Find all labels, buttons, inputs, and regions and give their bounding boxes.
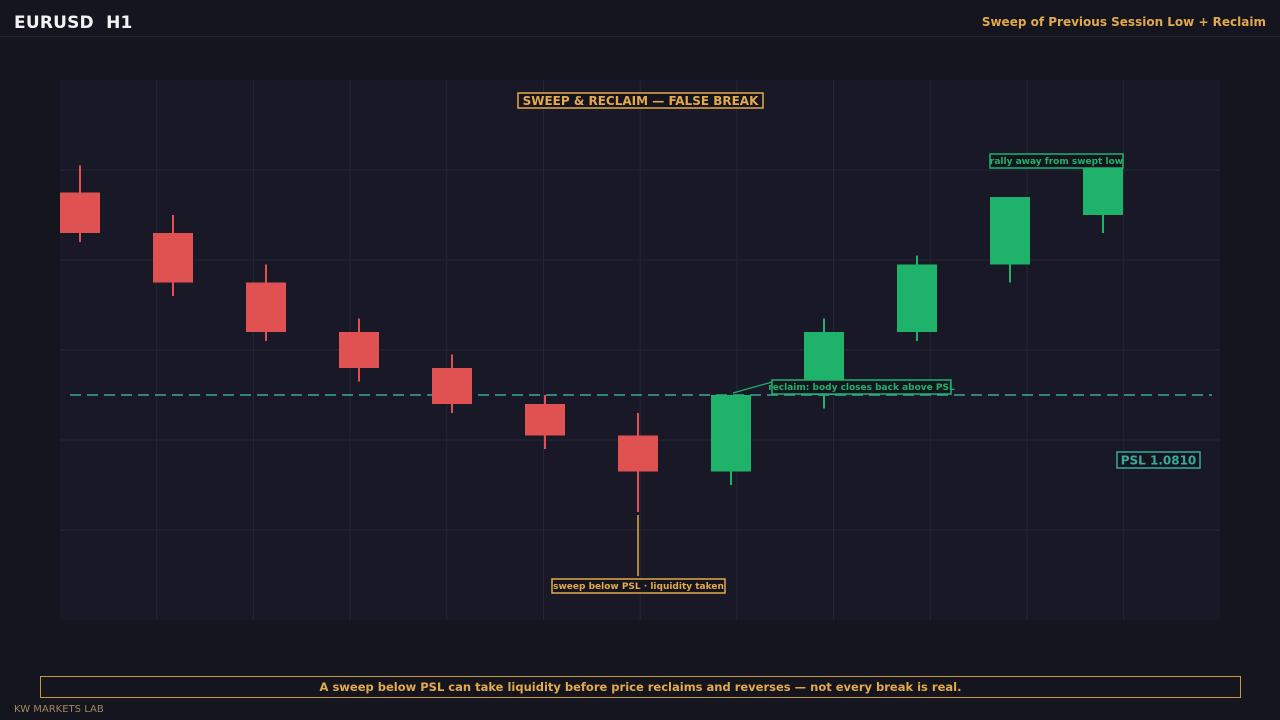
candle-body <box>153 233 193 283</box>
rally-annotation: rally away from swept low <box>990 157 1123 167</box>
candle-body <box>897 264 937 332</box>
candle-body <box>1083 161 1123 215</box>
reclaim-annotation-box <box>771 379 952 395</box>
candle-body <box>990 197 1030 265</box>
footer-note-text: A sweep below PSL can take liquidity bef… <box>319 680 962 694</box>
candle-body <box>246 282 286 332</box>
candle-body <box>432 368 472 404</box>
rally-annotation-box <box>989 153 1124 169</box>
reclaim-leader-line <box>732 381 773 394</box>
candle-body <box>618 435 658 472</box>
psl-label-box <box>1116 451 1201 469</box>
sweep-annotation: sweep below PSL · liquidity taken <box>553 582 724 592</box>
setup-title: Sweep of Previous Session Low + Reclaim <box>981 15 1266 29</box>
candle-body <box>339 332 379 368</box>
candle-body <box>711 395 751 472</box>
psl-label: PSL 1.0810 <box>1121 453 1197 467</box>
chart-title: SWEEP & RECLAIM — FALSE BREAK <box>523 94 759 108</box>
sweep-annotation-box <box>551 578 726 594</box>
symbol-timeframe: EURUSD H1 <box>14 13 133 33</box>
candle-body <box>525 404 565 436</box>
footer-note: A sweep below PSL can take liquidity bef… <box>40 676 1241 698</box>
brand-label: KW MARKETS LAB <box>14 704 104 715</box>
reclaim-annotation: reclaim: body closes back above PSL <box>768 383 955 393</box>
top-bar: EURUSD H1 Sweep of Previous Session Low … <box>0 0 1280 37</box>
candle-body <box>60 192 100 233</box>
chart-title-box <box>517 92 764 109</box>
